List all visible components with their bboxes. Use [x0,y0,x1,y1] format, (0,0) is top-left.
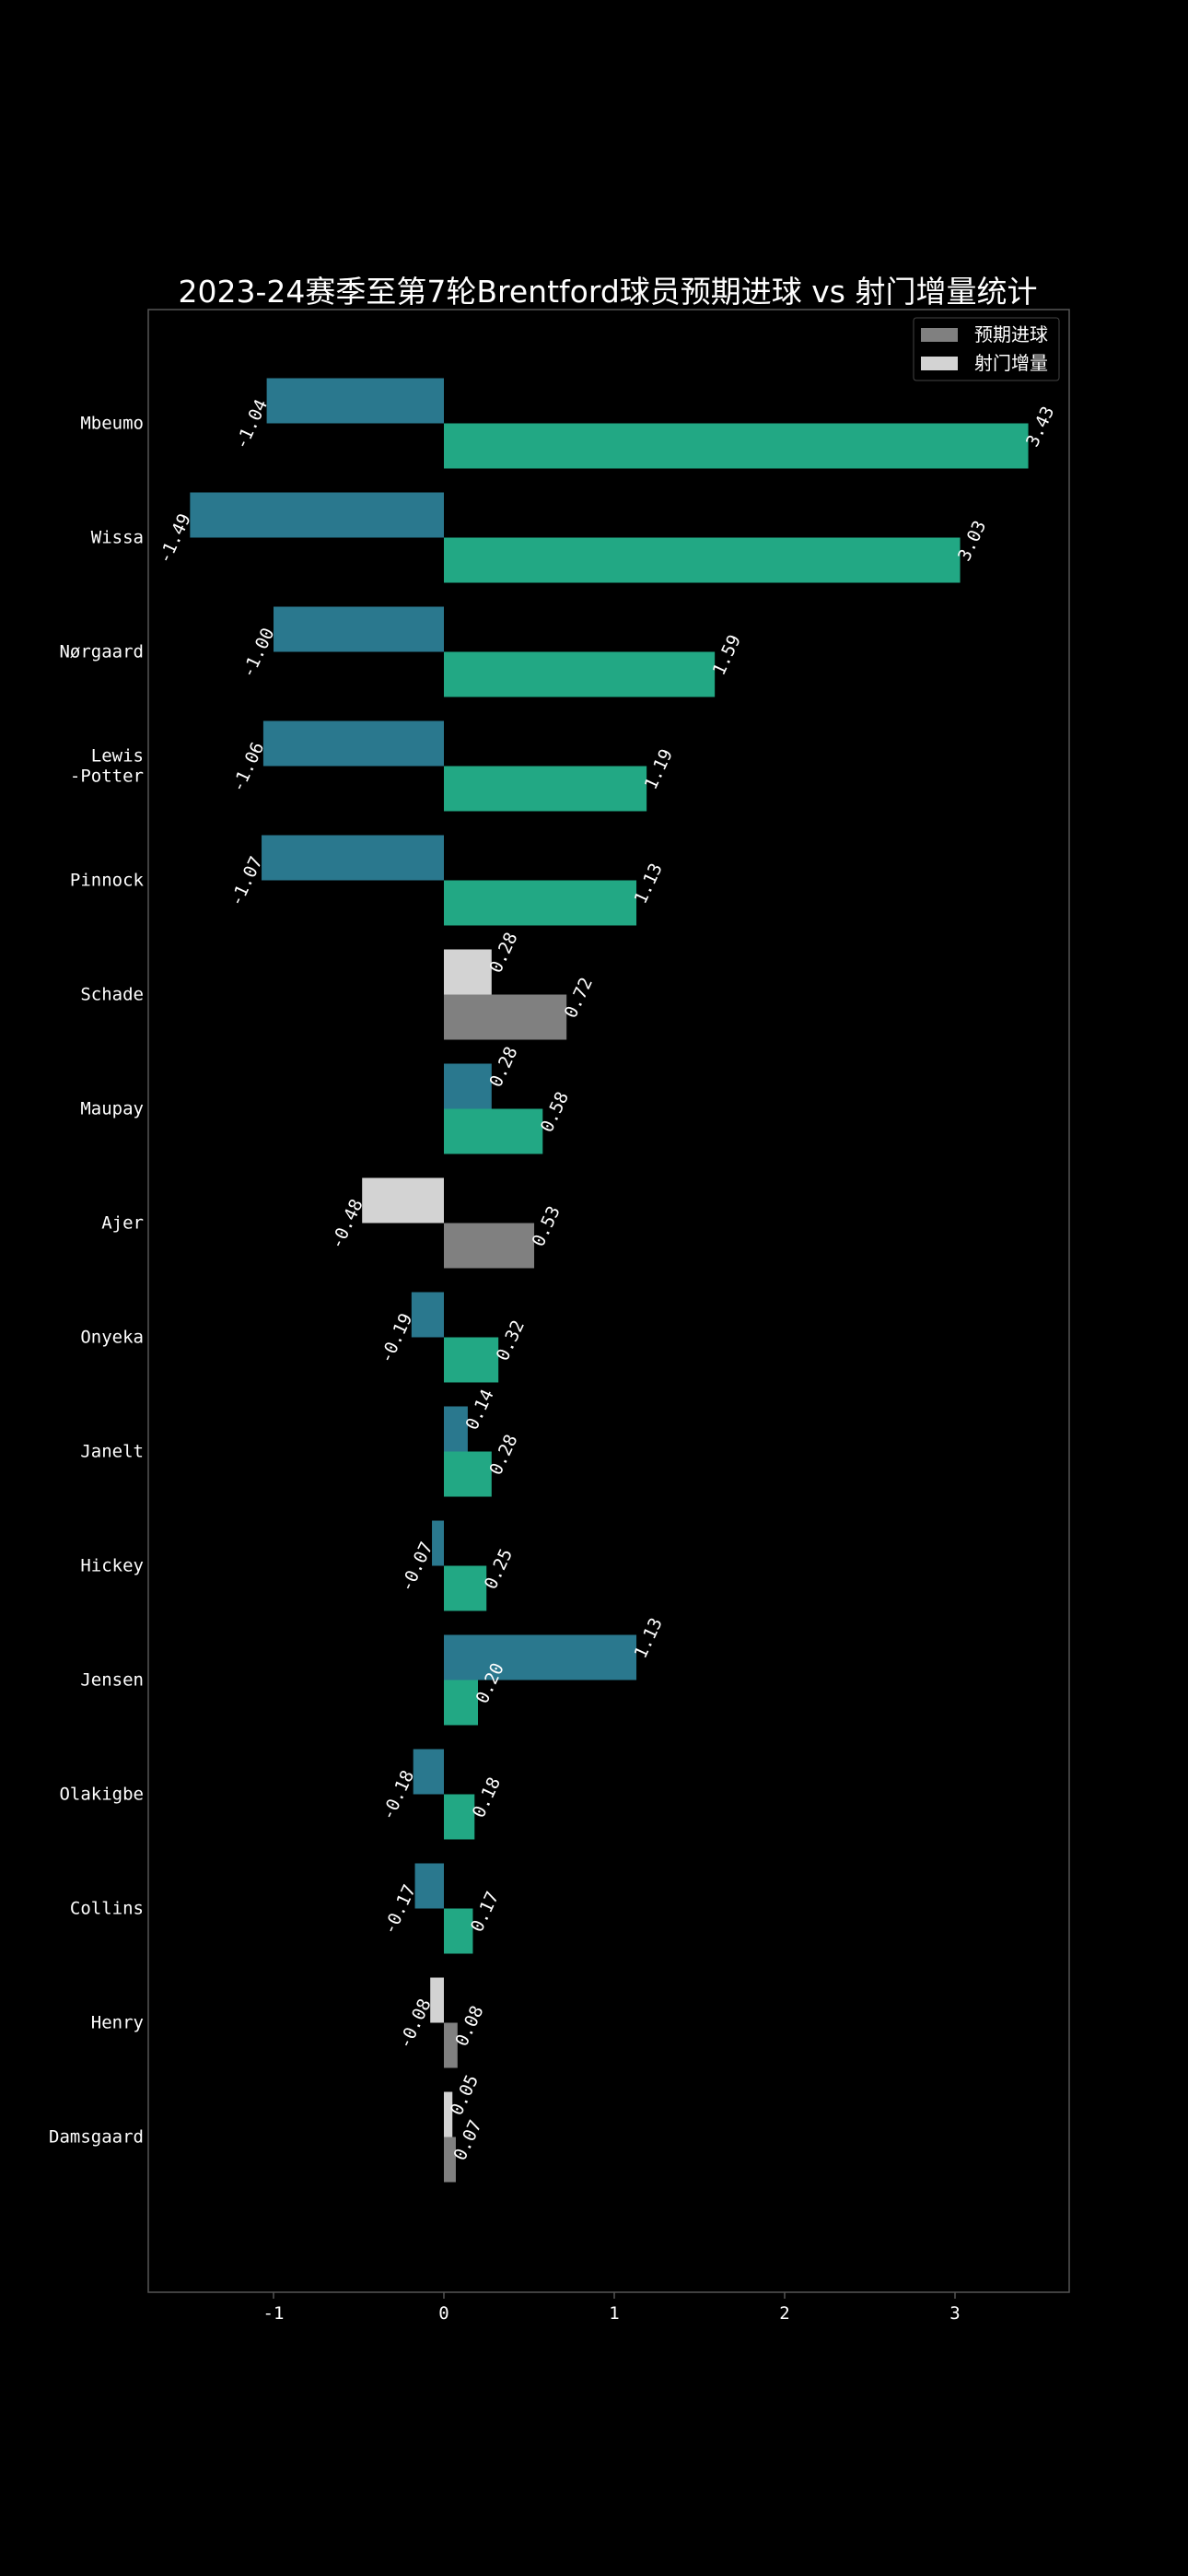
bar-xg-mbeumo [444,423,1029,469]
bar-xg-collins [444,1908,473,1954]
bar-shot-delta-lewis-potter [262,720,444,767]
x-tick-label: 3 [949,2303,960,2324]
category-label-henry: Henry [91,2013,144,2033]
bar-shot-delta-jensen [444,1634,637,1680]
bar-shot-delta-maupay [444,1063,492,1109]
category-label-nørgaard: Nørgaard [59,642,144,662]
bar-shot-delta-mbeumo [266,378,444,424]
category-label-ajer: Ajer [101,1213,144,1234]
legend: 预期进球 射门增量 [913,317,1060,381]
x-tick-label: -1 [263,2303,285,2324]
category-label-lewis-potter: Lewis -Potter [70,746,144,787]
category-label-maupay: Maupay [80,1099,144,1119]
bar-shot-delta-nørgaard [274,606,444,652]
x-tick-label: 2 [779,2303,789,2324]
category-labels-layer: Mbeumo Wissa Nørgaard Lewis -Potter Pinnock Sc… [49,414,145,2148]
bar-xg-onyeka [444,1337,499,1383]
bar-shot-delta-ajer [362,1177,444,1224]
x-axis-ticks: -1 0 1 2 3 [263,2292,961,2324]
x-tick-label: 1 [609,2303,619,2324]
bar-xg-wissa [444,537,961,583]
bar-xg-nørgaard [444,651,716,697]
bar-xg-janelt [444,1451,492,1497]
bar-shot-delta-henry [430,1977,444,2023]
category-label-hickey: Hickey [80,1556,144,1576]
bar-shot-delta-onyeka [411,1292,444,1338]
bar-xg-lewis-potter [444,766,647,812]
bar-xg-henry [444,2022,458,2068]
category-label-wissa: Wissa [91,528,144,548]
legend-label-shot-delta: 射门增量 [974,352,1048,374]
category-label-pinnock: Pinnock [70,871,145,891]
legend-swatch-xg [921,328,958,342]
category-label-mbeumo: Mbeumo [80,414,144,434]
category-label-janelt: Janelt [80,1442,144,1462]
category-label-jensen: Jensen [80,1670,144,1691]
bar-shot-delta-wissa [190,492,444,538]
x-tick-label: 0 [438,2303,448,2324]
bar-xg-pinnock [444,880,637,926]
legend-label-xg: 预期进球 [974,323,1048,345]
bar-shot-delta-schade [444,949,492,995]
bar-shot-delta-damsgaard [444,2091,453,2137]
category-label-onyeka: Onyeka [80,1328,144,1348]
bar-shot-delta-collins [414,1863,444,1909]
bar-shot-delta-hickey [432,1520,444,1566]
bar-shot-delta-janelt [444,1406,468,1452]
bar-xg-damsgaard [444,2137,456,2183]
bar-shot-delta-pinnock [262,835,444,881]
chart-title: 2023-24赛季至第7轮Brentford球员预期进球 vs 射门增量统计 [179,274,1038,310]
category-label-olakigbe: Olakigbe [59,1785,144,1805]
bar-xg-olakigbe [444,1794,475,1840]
bar-xg-jensen [444,1680,478,1726]
bar-xg-schade [444,994,567,1040]
bars-layer [190,378,1029,2183]
category-label-damsgaard: Damsgaard [49,2127,144,2148]
bar-xg-hickey [444,1565,487,1611]
bar-shot-delta-olakigbe [413,1749,444,1795]
category-label-schade: Schade [80,985,144,1005]
bar-xg-maupay [444,1108,543,1154]
category-label-collins: Collins [70,1899,144,1919]
plot-frame [147,309,1070,2293]
legend-swatch-shot-delta [921,357,958,370]
bar-xg-ajer [444,1223,535,1269]
